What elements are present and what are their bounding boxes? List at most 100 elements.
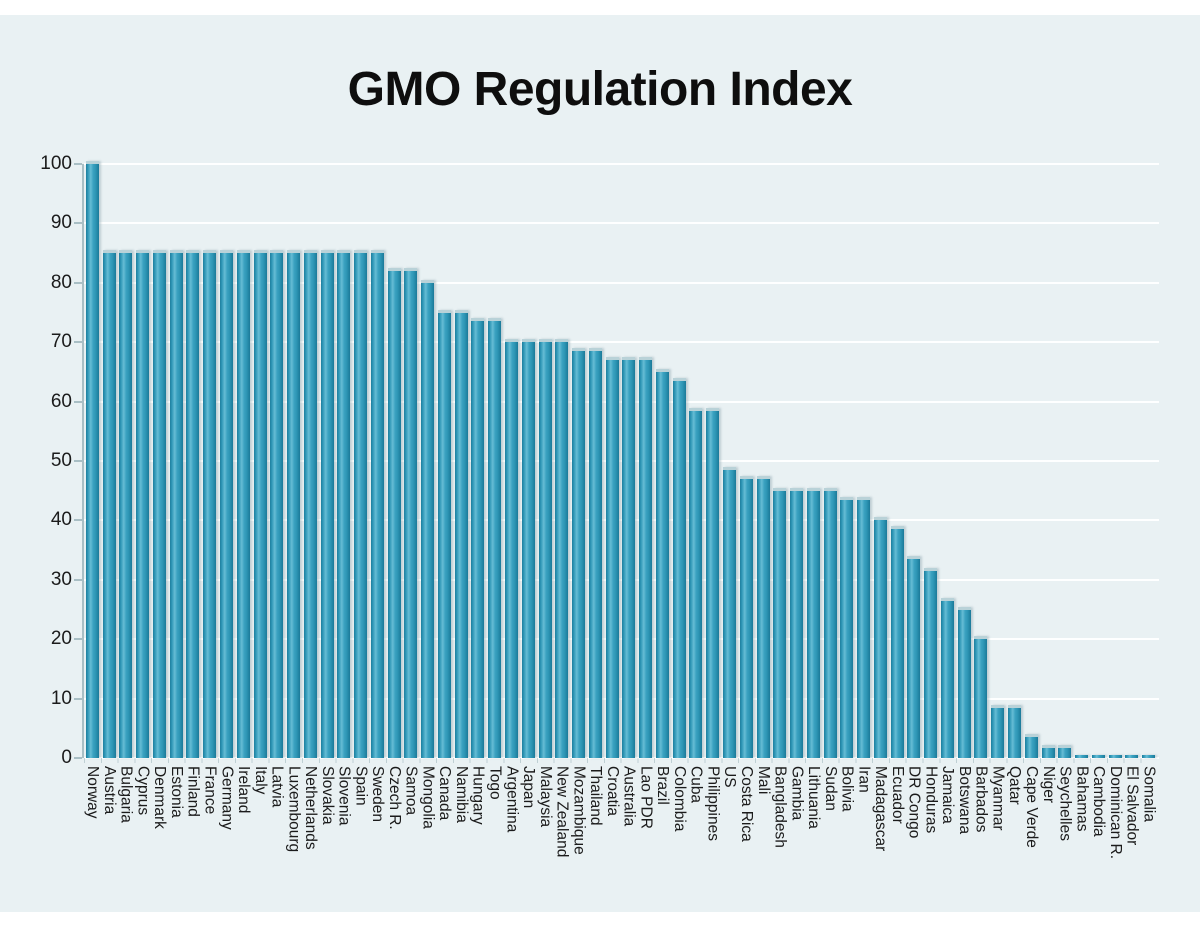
bar-slot xyxy=(537,164,554,758)
x-label-slot: Botswana xyxy=(956,766,973,916)
category-label: Colombia xyxy=(670,766,688,832)
category-label: Costa Rica xyxy=(737,766,755,842)
x-label-slot: Malaysia xyxy=(537,766,554,916)
x-label-slot: Seychelles xyxy=(1056,766,1074,916)
bar xyxy=(806,487,820,758)
category-label: Sudan xyxy=(821,766,839,811)
x-label-slot: Mozambique xyxy=(570,766,587,916)
bar-slot xyxy=(453,164,470,758)
category-label: US xyxy=(721,766,739,788)
category-label: Bahamas xyxy=(1073,766,1091,832)
bar-slot xyxy=(1006,164,1023,758)
x-label-slot: Sudan xyxy=(822,766,839,916)
category-label: Mongolia xyxy=(419,766,437,829)
bar-slot xyxy=(989,164,1006,758)
x-label-slot: Denmark xyxy=(151,766,168,916)
category-label: Japan xyxy=(520,766,538,809)
bar xyxy=(1142,755,1156,758)
x-label-slot: Cambodia xyxy=(1090,766,1107,916)
bar-slot xyxy=(268,164,285,758)
bar xyxy=(454,309,468,758)
bar xyxy=(287,250,301,758)
x-label-slot: Canada xyxy=(436,766,453,916)
category-label: Hungary xyxy=(469,766,487,825)
bar-slot xyxy=(838,164,855,758)
y-tick xyxy=(74,400,82,403)
bar-slot xyxy=(771,164,788,758)
category-label: Barbados xyxy=(972,766,990,833)
y-tick-label: 70 xyxy=(50,331,72,353)
category-label: Australia xyxy=(620,766,638,827)
bar xyxy=(253,250,267,758)
x-label-slot: Myanmar xyxy=(989,766,1006,916)
category-label: Togo xyxy=(486,766,504,800)
y-tick-label: 20 xyxy=(50,628,72,650)
bar-slot xyxy=(403,164,420,758)
x-label-slot: Barbados xyxy=(973,766,990,916)
x-label-slot: Cuba xyxy=(688,766,705,916)
bar-slot xyxy=(520,164,537,758)
category-label: Canada xyxy=(436,766,454,821)
y-tick-label: 0 xyxy=(61,747,72,768)
bar xyxy=(857,496,871,758)
bar xyxy=(823,487,837,758)
bar-slot xyxy=(1123,164,1140,758)
x-label-slot: Namibia xyxy=(453,766,470,916)
bar xyxy=(689,407,703,758)
bar xyxy=(437,309,451,758)
category-label: Latvia xyxy=(268,766,286,808)
bar-slot xyxy=(671,164,688,758)
category-label: Madagascar xyxy=(872,766,890,852)
y-tick-label: 40 xyxy=(50,509,72,531)
category-label: Luxembourg xyxy=(285,766,303,853)
bar-slot xyxy=(755,164,772,758)
category-label: Brazil xyxy=(654,766,672,805)
x-label-slot: New Zealand xyxy=(553,766,571,916)
bar-slot xyxy=(319,164,336,758)
gridline xyxy=(84,222,1159,225)
category-label: Cape Verde xyxy=(1023,766,1040,848)
category-label: Iran xyxy=(855,766,873,793)
bar xyxy=(756,475,770,758)
x-label-slot: Bangladesh xyxy=(771,766,789,916)
x-label-slot: Argentina xyxy=(503,766,520,916)
bar xyxy=(337,250,351,758)
bar xyxy=(270,250,284,758)
x-label-slot: US xyxy=(721,766,738,916)
bar xyxy=(404,267,418,758)
category-label: Seychelles xyxy=(1056,766,1074,841)
gridline xyxy=(84,460,1159,462)
bar-slot xyxy=(168,164,185,758)
bar-slot xyxy=(621,164,638,758)
bar xyxy=(1041,744,1055,758)
bar-slot xyxy=(235,164,252,758)
bar-slot xyxy=(721,164,738,758)
x-label-slot: Ireland xyxy=(235,766,252,916)
gridline xyxy=(84,341,1159,344)
category-label: Germany xyxy=(218,766,236,830)
bar xyxy=(655,368,669,758)
bar xyxy=(303,250,317,758)
category-label: Myanmar xyxy=(989,766,1007,831)
category-label: DR Congo xyxy=(905,766,923,839)
x-label-slot: Japan xyxy=(520,766,537,916)
bar xyxy=(102,250,116,758)
x-label-slot: Czech R. xyxy=(386,766,403,916)
bar xyxy=(1007,704,1021,758)
bar xyxy=(555,339,569,758)
x-label-slot: Jamaica xyxy=(939,766,956,916)
category-label: El Salvador xyxy=(1123,766,1141,846)
x-label-slot: Bulgaria xyxy=(118,766,135,916)
x-label-slot: Norway xyxy=(84,766,101,916)
bar xyxy=(957,606,971,758)
category-label: Denmark xyxy=(151,766,169,829)
category-label: Niger xyxy=(1039,766,1057,804)
x-label-slot: Honduras xyxy=(922,766,939,916)
bar xyxy=(320,250,334,758)
category-label: Slovakia xyxy=(318,766,336,825)
x-label-slot: Croatia xyxy=(604,766,621,916)
category-label: Sweden xyxy=(369,766,387,823)
gridline xyxy=(84,400,1159,403)
x-label-slot: Finland xyxy=(185,766,202,916)
x-label-slot: Lao PDR xyxy=(637,766,654,916)
